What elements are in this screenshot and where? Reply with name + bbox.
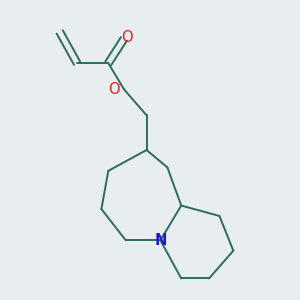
Text: N: N — [154, 233, 167, 248]
Text: O: O — [121, 30, 133, 45]
Text: O: O — [108, 82, 119, 97]
